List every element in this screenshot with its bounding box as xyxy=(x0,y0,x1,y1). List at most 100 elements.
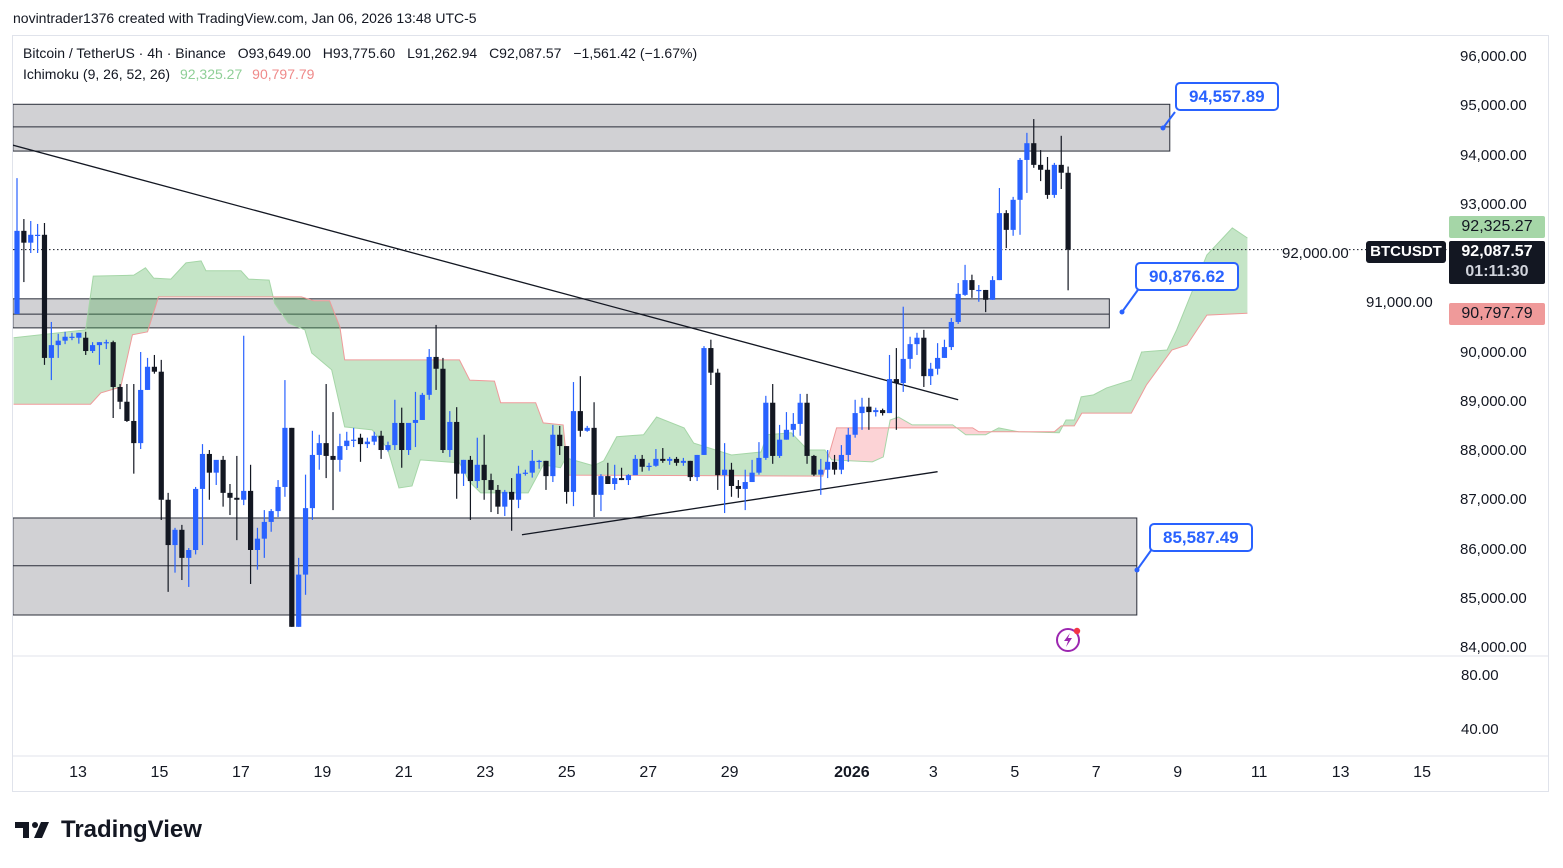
cloud-bullish xyxy=(1019,425,1064,433)
candle xyxy=(227,483,233,516)
candle-body xyxy=(35,234,41,236)
candle xyxy=(1044,156,1051,199)
candle-body xyxy=(268,511,274,522)
candle xyxy=(598,474,604,512)
candle xyxy=(296,557,302,627)
candle xyxy=(14,178,20,315)
candle xyxy=(110,340,116,419)
candle-body xyxy=(385,445,391,451)
candle xyxy=(447,411,453,457)
candle-body xyxy=(845,434,851,455)
candle-body xyxy=(852,413,858,435)
candle xyxy=(564,446,570,504)
candle xyxy=(186,548,192,587)
ascending-trendline xyxy=(521,471,938,536)
candle xyxy=(117,384,123,410)
candle-body xyxy=(227,492,233,498)
alert-lightning-icon[interactable] xyxy=(1055,625,1083,653)
indicator-title[interactable]: Ichimoku (9, 26, 52, 26) xyxy=(23,66,171,82)
candle-body xyxy=(948,321,954,348)
tradingview-logo[interactable]: TradingView xyxy=(15,816,202,844)
candle-body xyxy=(124,401,130,421)
price-axis-label: 86,000.00 xyxy=(1460,540,1527,558)
candle xyxy=(509,478,515,531)
candle-body xyxy=(955,293,961,322)
candle-body xyxy=(309,454,316,509)
lower-pane-label: 80.00 xyxy=(1461,667,1499,684)
candle-body xyxy=(474,464,480,482)
candle xyxy=(1058,135,1064,189)
candle-body xyxy=(1051,164,1057,195)
price-axis-label: 84,000.00 xyxy=(1460,639,1527,656)
candle xyxy=(241,335,247,506)
price-axis-label: 96,000.00 xyxy=(1460,48,1527,65)
cloud-bearish xyxy=(888,417,958,429)
candle-body xyxy=(983,289,989,300)
candle xyxy=(735,480,741,498)
candle xyxy=(474,437,480,488)
span-a-price-tag: 92,325.27 xyxy=(1449,216,1545,238)
candle-body xyxy=(804,402,810,456)
candle-body xyxy=(708,348,714,373)
price-axis-label: 95,000.00 xyxy=(1460,97,1527,115)
candle xyxy=(996,188,1003,281)
candle-body xyxy=(1010,199,1016,230)
price-callout[interactable]: 94,557.89 xyxy=(1175,82,1279,111)
candle xyxy=(886,354,893,414)
candle-body xyxy=(206,453,212,473)
candle-body xyxy=(426,356,432,395)
candle xyxy=(69,332,75,341)
candle-body xyxy=(653,458,659,466)
candle-body xyxy=(921,337,927,377)
ohlc-open: O93,649.00 xyxy=(237,45,311,61)
candle xyxy=(488,473,494,513)
candle-body xyxy=(186,549,192,558)
candle xyxy=(790,413,796,437)
price-callout[interactable]: 85,587.49 xyxy=(1149,523,1253,552)
candle xyxy=(385,441,391,452)
candle-body xyxy=(866,406,872,413)
candle-body xyxy=(625,475,632,481)
candle-body xyxy=(742,482,748,489)
candle-body xyxy=(1031,143,1037,165)
candle-body xyxy=(289,427,295,627)
candle xyxy=(866,397,872,430)
candle xyxy=(873,407,879,417)
candle-body xyxy=(941,347,948,358)
candle-body xyxy=(515,473,522,500)
candle-body xyxy=(89,345,96,352)
candle-body xyxy=(131,420,137,444)
price-callout[interactable]: 90,876.62 xyxy=(1135,262,1239,291)
symbol-title[interactable]: Bitcoin / TetherUS · 4h · Binance xyxy=(23,45,226,61)
symbol-legend: Bitcoin / TetherUS · 4h · Binance O93,64… xyxy=(23,45,705,61)
candle-body xyxy=(756,457,762,473)
candle xyxy=(426,349,432,400)
candle-body xyxy=(996,213,1003,281)
candle xyxy=(962,264,968,296)
candle xyxy=(728,462,735,497)
bar-countdown: 01:11:30 xyxy=(1465,263,1529,280)
candle-body xyxy=(818,469,824,475)
candle-body xyxy=(605,476,611,484)
candle-body xyxy=(138,389,144,444)
candle xyxy=(680,457,686,466)
candle xyxy=(612,464,618,490)
time-axis-label: 11 xyxy=(1250,764,1268,781)
candle-body xyxy=(618,478,625,481)
leading-span-b-line xyxy=(13,296,1248,477)
candle-body xyxy=(776,439,783,456)
candle xyxy=(776,424,783,458)
resistance-zone xyxy=(13,103,1171,152)
time-axis-label: 19 xyxy=(313,764,332,781)
candle-body xyxy=(928,368,934,377)
candle-body xyxy=(234,497,240,500)
callout-anchor-dot xyxy=(1134,567,1140,573)
candle xyxy=(316,434,322,470)
candle xyxy=(708,339,714,386)
candle xyxy=(591,402,597,517)
candle-body xyxy=(21,230,27,243)
candle xyxy=(536,459,542,469)
candle-body xyxy=(667,458,673,461)
candle xyxy=(921,329,927,387)
